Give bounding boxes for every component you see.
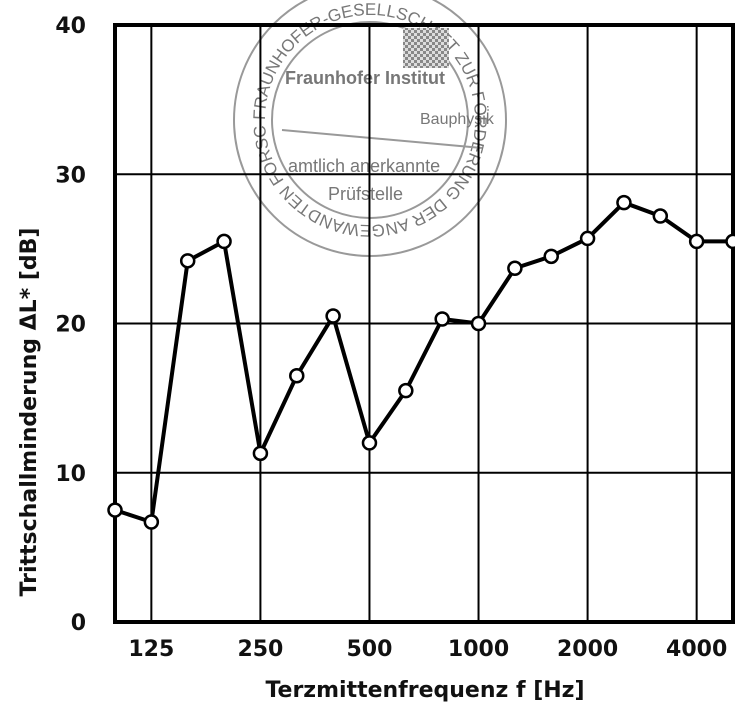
stamp-code-graphic <box>403 28 449 68</box>
x-tick-label: 250 <box>237 637 283 662</box>
x-tick-label: 500 <box>347 637 393 662</box>
data-point <box>507 260 523 277</box>
data-point <box>143 514 160 530</box>
data-point <box>579 230 596 247</box>
plot-frame <box>113 23 735 624</box>
data-point <box>325 308 341 324</box>
data-point <box>616 194 632 211</box>
data-point <box>216 233 232 250</box>
x-tick-labels: 125 250 500 1000 2000 4000 <box>128 637 727 662</box>
y-tick-labels: 0 10 20 30 40 <box>55 14 86 636</box>
y-tick-label: 40 <box>55 14 86 39</box>
stamp-line3: amtlich anerkannte <box>288 156 440 176</box>
data-point <box>398 382 414 399</box>
data-point <box>179 253 196 269</box>
data-point <box>361 435 378 451</box>
stamp-line4: Prüfstelle <box>328 184 403 204</box>
data-point <box>725 233 735 250</box>
grid <box>115 25 733 622</box>
stamp-line1: Fraunhofer Institut <box>285 68 445 88</box>
data-point <box>652 208 669 224</box>
x-tick-label: 4000 <box>666 637 727 662</box>
series-group <box>107 194 735 530</box>
y-tick-label: 20 <box>55 313 86 338</box>
data-point <box>470 315 487 332</box>
x-tick-label: 125 <box>128 637 174 662</box>
data-point <box>289 367 305 384</box>
series-line <box>114 200 733 525</box>
stamp-line2: Bauphysik <box>420 111 495 128</box>
data-point <box>107 502 123 518</box>
y-axis-title: Trittschallminderung ΔL* [dB] <box>17 228 42 597</box>
y-tick-label: 30 <box>55 163 86 188</box>
data-point <box>434 311 450 327</box>
x-tick-label: 2000 <box>557 637 618 662</box>
data-point <box>688 233 705 250</box>
x-axis-title: Terzmittenfrequenz f [Hz] <box>265 678 584 702</box>
data-point <box>252 445 269 462</box>
x-tick-label: 1000 <box>448 637 509 662</box>
data-point <box>543 248 559 265</box>
y-tick-label: 0 <box>71 611 86 636</box>
y-tick-label: 10 <box>55 462 86 487</box>
